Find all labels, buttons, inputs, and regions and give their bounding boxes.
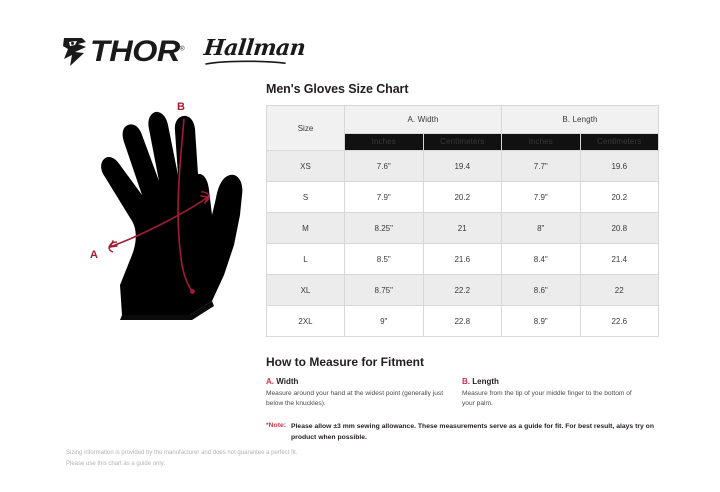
cell-width-centimeters: 22.2 <box>422 274 502 306</box>
header-group-length: B. Length <box>501 105 659 134</box>
cell-length-centimeters: 20.2 <box>579 181 659 213</box>
cell-width-centimeters: 20.2 <box>422 181 502 213</box>
note-text: Please allow ±3 mm sewing allowance. The… <box>291 423 654 442</box>
cell-width-inches: 7.9" <box>344 181 424 213</box>
cell-length-inches: 7.9" <box>501 181 581 213</box>
measure-letter: A. <box>266 377 274 386</box>
cell-length-centimeters: 19.6 <box>579 150 659 182</box>
hand-silhouette <box>101 111 243 315</box>
measure-item-length: B. Length Measure from the tip of your m… <box>462 377 658 409</box>
header-size: Size <box>266 105 345 151</box>
thor-logo: THOR® <box>62 37 185 67</box>
cell-length-inches: 7.7" <box>501 150 581 182</box>
length-measure-line-b <box>177 118 193 292</box>
brand-logo-bar: THOR® Hallman <box>62 30 307 74</box>
table-body: XS 7.6" 19.4 7.7" 19.6 S 7.9" 20.2 7.9" … <box>266 150 659 337</box>
hallman-underline-swash <box>205 60 286 65</box>
size-chart-table: Size A. Width B. Length Inches Centimete… <box>266 105 659 337</box>
table-row: XS 7.6" 19.4 7.7" 19.6 <box>266 150 659 182</box>
cell-length-centimeters: 22.6 <box>579 305 659 337</box>
table-row: M 8.25" 21 8" 20.8 <box>266 212 659 244</box>
cell-width-inches: 8.75" <box>344 274 424 306</box>
width-arrow-loop-left <box>108 241 118 253</box>
label-b: B <box>177 101 185 113</box>
table-row: L 8.5" 21.6 8.4" 21.4 <box>266 243 659 275</box>
footer-line-1: Sizing information is provided by the ma… <box>66 450 298 456</box>
cell-width-inches: 8.25" <box>344 212 424 244</box>
width-arrow-loop-right <box>200 191 210 203</box>
thor-wordmark: THOR® <box>90 35 185 68</box>
table-row: 2XL 9" 22.8 8.9" 22.6 <box>266 305 659 337</box>
cell-width-inches: 9" <box>344 305 424 337</box>
cell-size: 2XL <box>266 305 345 337</box>
size-chart-panel: Men's Gloves Size Chart Size A. Width B.… <box>266 82 659 444</box>
cell-length-inches: 8.9" <box>501 305 581 337</box>
cell-width-inches: 8.5" <box>344 243 424 275</box>
hallman-logo: Hallman <box>203 35 307 69</box>
header-width-centimeters: Centimeters <box>422 132 502 152</box>
thor-helmet-icon <box>63 38 86 66</box>
measure-description: Measure from the tip of your middle fing… <box>462 390 632 408</box>
measure-description: Measure around your hand at the widest p… <box>266 390 444 408</box>
header-length-inches: Inches <box>501 132 581 152</box>
note-label: *Note: <box>266 422 287 430</box>
cell-length-centimeters: 20.8 <box>579 212 659 244</box>
label-a: A <box>90 249 98 261</box>
measure-name: Length <box>472 377 499 386</box>
note-block: *Note: Please allow ±3 mm sewing allowan… <box>266 422 658 444</box>
cell-width-centimeters: 21.6 <box>422 243 502 275</box>
cell-length-inches: 8.4" <box>501 243 581 275</box>
cell-length-inches: 8.6" <box>501 274 581 306</box>
cell-size: XL <box>266 274 345 306</box>
page-title: Men's Gloves Size Chart <box>266 82 409 96</box>
measure-item-heading: A. Width <box>266 377 448 386</box>
length-end-dot <box>190 289 195 294</box>
how-to-measure-columns: A. Width Measure around your hand at the… <box>266 377 658 409</box>
cell-length-centimeters: 22 <box>579 274 659 306</box>
cell-length-centimeters: 21.4 <box>579 243 659 275</box>
table-row: S 7.9" 20.2 7.9" 20.2 <box>266 181 659 213</box>
how-to-measure-title: How to Measure for Fitment <box>266 355 425 369</box>
header-row-groups: Size A. Width B. Length <box>266 105 659 151</box>
measure-name: Width <box>276 377 299 386</box>
header-row-units: Inches Centimeters Inches Centimeters <box>267 132 659 152</box>
cell-width-centimeters: 22.8 <box>422 305 502 337</box>
footer-disclaimer: Sizing information is provided by the ma… <box>66 448 406 469</box>
width-measure-line-a <box>109 196 209 248</box>
hand-measurement-illustration: B A <box>62 95 252 320</box>
header-width-inches: Inches <box>344 132 424 152</box>
cell-width-centimeters: 19.4 <box>422 150 502 182</box>
header-length-centimeters: Centimeters <box>579 132 659 152</box>
measure-item-heading: B. Length <box>462 377 644 386</box>
table-row: XL 8.75" 22.2 8.6" 22 <box>266 274 659 306</box>
cell-size: S <box>266 181 345 213</box>
cell-width-inches: 7.6" <box>344 150 424 182</box>
measure-letter: B. <box>462 377 470 386</box>
hand-diagram-svg: B A <box>90 101 243 320</box>
measure-item-width: A. Width Measure around your hand at the… <box>266 377 462 409</box>
cell-width-centimeters: 21 <box>422 212 502 244</box>
cell-size: L <box>266 243 345 275</box>
cell-size: M <box>266 212 345 244</box>
cell-size: XS <box>266 150 345 182</box>
hallman-wordmark: Hallman <box>202 35 307 61</box>
cell-length-inches: 8" <box>501 212 581 244</box>
table-header: Size A. Width B. Length Inches Centimete… <box>266 105 659 152</box>
registered-mark: ® <box>179 45 185 52</box>
wrist-cuff <box>120 301 214 320</box>
footer-line-2: Please use this chart as a guide only. <box>66 460 165 467</box>
header-group-width: A. Width <box>344 105 502 134</box>
